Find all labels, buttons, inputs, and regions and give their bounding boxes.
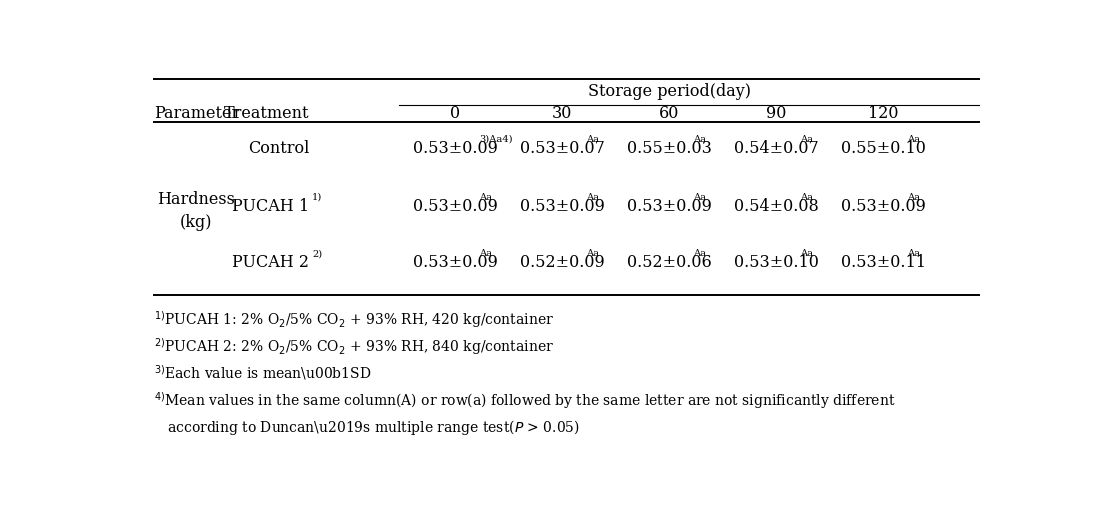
Text: Aa: Aa xyxy=(480,193,493,202)
Text: 90: 90 xyxy=(766,105,787,122)
Text: 30: 30 xyxy=(551,105,572,122)
Text: Aa: Aa xyxy=(587,193,599,202)
Text: 0.53±0.09: 0.53±0.09 xyxy=(412,254,497,271)
Text: Aa: Aa xyxy=(907,135,920,144)
Text: 0: 0 xyxy=(450,105,460,122)
Text: 0.53±0.09: 0.53±0.09 xyxy=(519,198,604,215)
Text: Hardness
(kg): Hardness (kg) xyxy=(157,191,235,230)
Text: 0.54±0.08: 0.54±0.08 xyxy=(734,198,819,215)
Text: Aa: Aa xyxy=(800,135,813,144)
Text: 0.52±0.06: 0.52±0.06 xyxy=(627,254,712,271)
Text: $^{1)}$PUCAH 1: 2% O$_2$/5% CO$_2$ + 93% RH, 420 kg/container: $^{1)}$PUCAH 1: 2% O$_2$/5% CO$_2$ + 93%… xyxy=(154,309,554,330)
Text: Aa: Aa xyxy=(800,193,813,202)
Text: Storage period(day): Storage period(day) xyxy=(588,83,750,100)
Text: according to Duncan\u2019s multiple range test($P$ > 0.05): according to Duncan\u2019s multiple rang… xyxy=(154,418,579,437)
Text: 0.55±0.03: 0.55±0.03 xyxy=(627,140,712,157)
Text: 0.53±0.09: 0.53±0.09 xyxy=(841,198,926,215)
Text: Aa: Aa xyxy=(693,135,706,144)
Text: Control: Control xyxy=(248,140,309,157)
Text: 0.53±0.11: 0.53±0.11 xyxy=(841,254,926,271)
Text: $^{4)}$Mean values in the same column(A) or row(a) followed by the same letter a: $^{4)}$Mean values in the same column(A)… xyxy=(154,391,895,411)
Text: Aa: Aa xyxy=(693,193,706,202)
Text: $^{2)}$PUCAH 2: 2% O$_2$/5% CO$_2$ + 93% RH, 840 kg/container: $^{2)}$PUCAH 2: 2% O$_2$/5% CO$_2$ + 93%… xyxy=(154,336,554,357)
Text: PUCAH 2: PUCAH 2 xyxy=(232,254,309,271)
Text: PUCAH 1: PUCAH 1 xyxy=(232,198,309,215)
Text: 2): 2) xyxy=(312,249,323,258)
Text: Treatment: Treatment xyxy=(224,105,309,122)
Text: 0.53±0.10: 0.53±0.10 xyxy=(734,254,819,271)
Text: 0.53±0.09: 0.53±0.09 xyxy=(412,198,497,215)
Text: 0.53±0.09: 0.53±0.09 xyxy=(412,140,497,157)
Text: 1): 1) xyxy=(312,193,323,202)
Text: 60: 60 xyxy=(659,105,680,122)
Text: Aa: Aa xyxy=(587,249,599,258)
Text: Aa: Aa xyxy=(800,249,813,258)
Text: 3)Aa4): 3)Aa4) xyxy=(480,135,513,144)
Text: Aa: Aa xyxy=(693,249,706,258)
Text: Aa: Aa xyxy=(587,135,599,144)
Text: Aa: Aa xyxy=(480,249,493,258)
Text: 0.53±0.07: 0.53±0.07 xyxy=(519,140,604,157)
Text: 0.52±0.09: 0.52±0.09 xyxy=(519,254,604,271)
Text: Parameter: Parameter xyxy=(154,105,239,122)
Text: 0.53±0.09: 0.53±0.09 xyxy=(627,198,712,215)
Text: 0.54±0.07: 0.54±0.07 xyxy=(734,140,819,157)
Text: 0.55±0.10: 0.55±0.10 xyxy=(841,140,926,157)
Text: Aa: Aa xyxy=(907,193,920,202)
Text: 120: 120 xyxy=(867,105,898,122)
Text: $^{3)}$Each value is mean\u00b1SD: $^{3)}$Each value is mean\u00b1SD xyxy=(154,363,371,382)
Text: Aa: Aa xyxy=(907,249,920,258)
